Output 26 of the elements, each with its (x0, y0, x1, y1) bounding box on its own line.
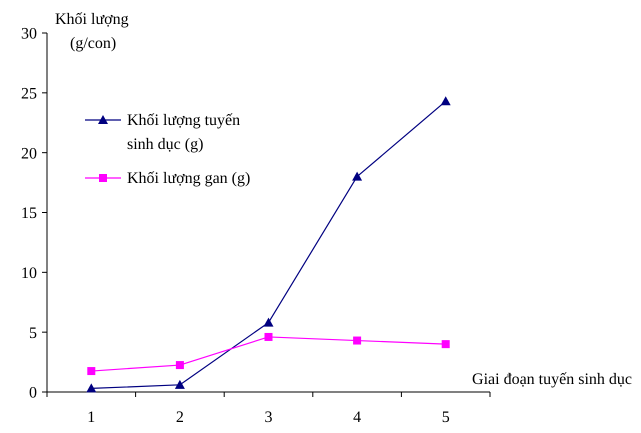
point (86, 383, 96, 392)
y-tick-label: 10 (21, 264, 37, 282)
point (353, 336, 362, 345)
point (174, 380, 185, 389)
x-tick-label: 5 (442, 409, 450, 426)
legend-label: Khối lượng tuyến sinh dục (g) (127, 112, 240, 153)
point (352, 172, 362, 181)
point (442, 340, 450, 348)
y-tick-label: 5 (29, 324, 37, 342)
y-tick-label: 30 (21, 26, 37, 43)
y-tick-label: 25 (21, 85, 37, 102)
point (264, 332, 272, 341)
x-tick-label: 1 (87, 409, 96, 426)
point (87, 367, 96, 376)
point (264, 318, 274, 327)
point (176, 361, 184, 370)
y-axis-title: Khối lượng (g/con) (55, 11, 129, 52)
x-tick-label: 2 (176, 409, 184, 426)
y-tick-label: 20 (21, 145, 37, 162)
y-tick-label: 15 (21, 205, 37, 222)
point (440, 96, 451, 106)
legend-label: Khối lượng gan (g) (127, 170, 250, 187)
x-tick-label: 4 (353, 409, 362, 426)
y-tick-label: 0 (29, 384, 37, 402)
x-tick-label: 3 (264, 409, 272, 426)
x-axis-title: Giai đoạn tuyến sinh dục (472, 371, 632, 388)
